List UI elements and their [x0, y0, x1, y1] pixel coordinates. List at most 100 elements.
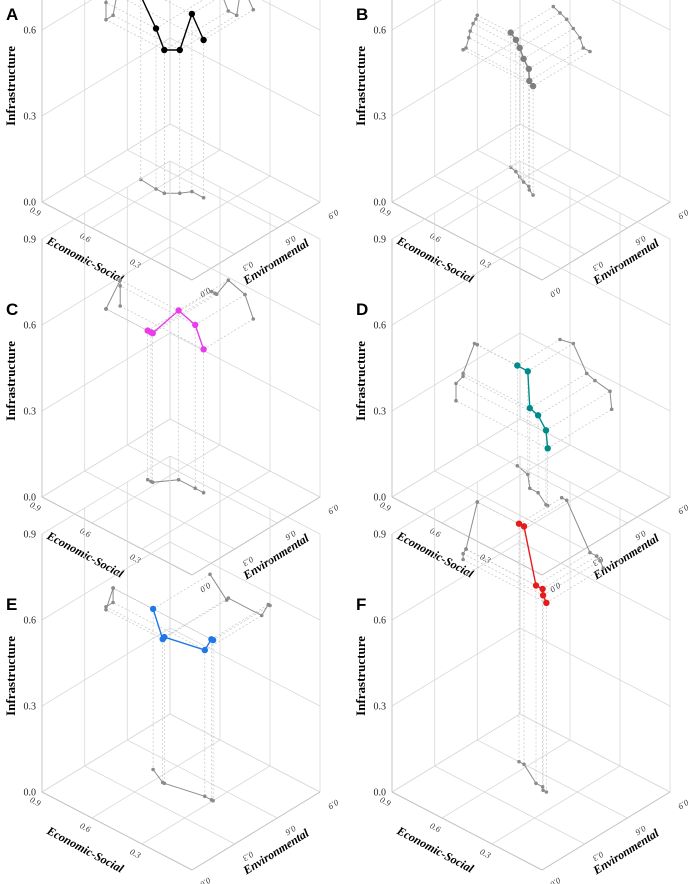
- floor-projection-point: [149, 479, 153, 484]
- right-wall-projection-point: [571, 341, 576, 346]
- panel-label: C: [6, 300, 18, 319]
- x-tick-label: 0.6: [428, 820, 443, 834]
- floor-projection-point: [145, 477, 150, 482]
- panel-D: D0.00.30.60.9Infrastructure0.30.60.9Econ…: [353, 160, 691, 595]
- right-wall-projection-point: [243, 292, 247, 297]
- right-wall-projection-point: [564, 17, 569, 22]
- projection-line: [204, 615, 262, 651]
- data-point: [526, 404, 533, 412]
- data-point: [507, 29, 514, 36]
- gridline: [169, 455, 321, 535]
- z-axis-title: Infrastructure: [3, 341, 18, 421]
- y-tick-label: 0.9: [326, 502, 341, 517]
- axis-edge: [541, 791, 671, 871]
- gridline: [519, 541, 671, 621]
- gridline: [41, 0, 92, 31]
- axis-edge: [391, 201, 543, 281]
- projection-line: [523, 28, 574, 60]
- floor-projection-point: [178, 191, 182, 196]
- floor-projection-point: [527, 188, 532, 192]
- projection-line: [212, 605, 271, 641]
- z-tick-label: 0.9: [374, 235, 387, 246]
- gridline: [391, 418, 521, 498]
- right-wall-projection-point: [208, 572, 212, 577]
- gridline: [434, 175, 585, 255]
- left-wall-projection-point: [461, 557, 465, 562]
- data-point: [532, 582, 540, 589]
- gridline: [491, 765, 621, 845]
- projection-line: [112, 15, 180, 51]
- gridline: [391, 713, 521, 793]
- axis-edge: [41, 201, 193, 281]
- x-tick-label: 0.9: [28, 794, 43, 808]
- data-point: [161, 46, 168, 54]
- projection-line: [546, 567, 604, 604]
- floor-projection-point: [514, 169, 518, 174]
- left-wall-projection-point: [104, 0, 108, 5]
- gridline: [169, 713, 321, 793]
- data-point: [544, 445, 551, 452]
- data-point: [159, 635, 166, 643]
- left-wall-projection-line: [455, 342, 478, 401]
- projection-line: [517, 339, 561, 366]
- data-point: [542, 427, 550, 434]
- left-wall-projection-point: [111, 13, 115, 18]
- data-point: [201, 646, 208, 654]
- data-point: [144, 327, 151, 334]
- right-wall-projection-point: [551, 4, 556, 9]
- panel-label: A: [6, 5, 18, 24]
- gridline: [41, 123, 171, 203]
- floor-projection-point: [517, 759, 521, 764]
- left-wall-projection-point: [464, 46, 468, 50]
- gridline: [441, 739, 571, 819]
- gridline: [519, 455, 671, 535]
- z-axis-title: Infrastructure: [353, 341, 368, 421]
- series-line: [141, 0, 205, 51]
- projection-line: [462, 376, 539, 416]
- data-point: [526, 77, 533, 85]
- left-wall-projection-point: [104, 17, 108, 22]
- gridline: [41, 160, 171, 240]
- right-wall-projection-point: [594, 554, 599, 558]
- projection-line: [125, 0, 204, 41]
- x-tick-label: 0.9: [28, 499, 43, 513]
- floor-projection-point: [541, 788, 545, 793]
- data-point: [152, 25, 160, 32]
- axis-edge: [191, 201, 321, 281]
- right-wall-projection-point: [251, 317, 256, 321]
- gridline: [477, 149, 628, 229]
- gridline: [169, 541, 321, 621]
- gridline: [441, 149, 571, 229]
- projection-line: [179, 15, 237, 51]
- left-wall-projection-line: [105, 279, 121, 310]
- gridline: [141, 470, 271, 550]
- gridline: [391, 455, 521, 535]
- y-tick-label: 0.0: [198, 580, 213, 595]
- z-tick-label: 0.9: [24, 235, 37, 246]
- left-wall-projection-point: [111, 600, 115, 605]
- gridline: [434, 470, 585, 550]
- floor-projection-point: [209, 798, 214, 802]
- left-wall-projection-point: [475, 342, 480, 347]
- right-wall-projection-point: [571, 26, 576, 31]
- projection-line: [468, 37, 529, 70]
- projection-line: [455, 383, 547, 431]
- right-wall-projection-point: [558, 11, 562, 15]
- panel-C: C0.00.30.60.9Infrastructure0.30.60.9Econ…: [3, 160, 341, 595]
- projection-line: [462, 373, 530, 409]
- data-point: [175, 307, 182, 314]
- floor-projection-point: [515, 464, 520, 468]
- projection-line: [120, 305, 204, 350]
- left-wall-projection-point: [454, 381, 458, 386]
- gridline: [519, 418, 671, 498]
- data-point: [529, 82, 537, 90]
- gridline: [41, 418, 171, 498]
- z-axis-title: Infrastructure: [353, 636, 368, 716]
- right-wall-projection-point: [588, 550, 592, 555]
- y-tick-label: 0.3: [241, 554, 255, 568]
- gridline: [84, 470, 235, 550]
- right-wall-projection-point: [226, 278, 231, 283]
- x-tick-label: 0.3: [128, 846, 142, 860]
- y-tick-label: 0.0: [548, 580, 563, 595]
- z-tick-label: 0.0: [374, 198, 387, 209]
